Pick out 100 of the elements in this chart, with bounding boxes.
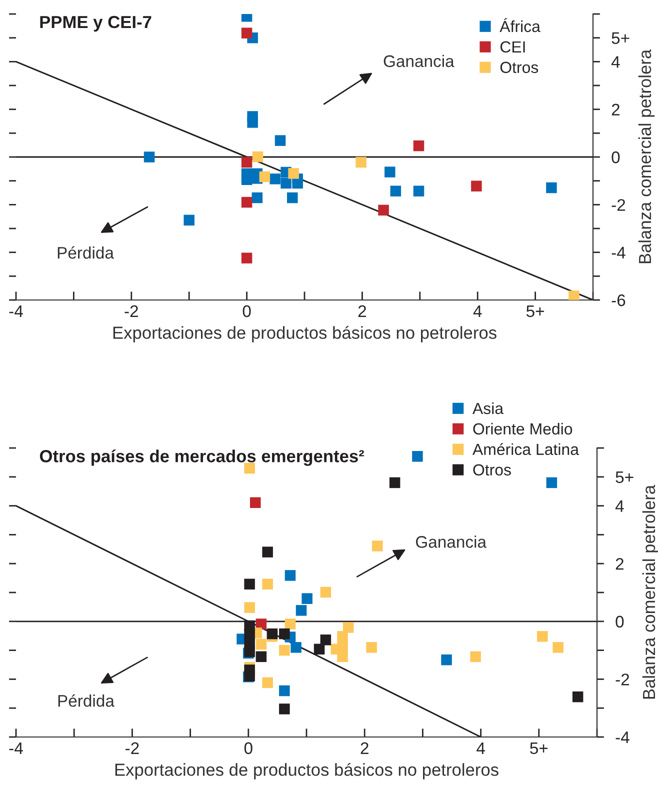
point bbox=[302, 593, 312, 604]
y-tick-label: 2 bbox=[612, 104, 620, 116]
y-tick-label: -2 bbox=[616, 674, 630, 686]
point bbox=[537, 631, 548, 642]
point bbox=[241, 252, 252, 264]
point bbox=[372, 540, 383, 552]
point bbox=[384, 166, 396, 178]
y-tick-label: 0 bbox=[616, 616, 624, 628]
point bbox=[279, 644, 290, 656]
x-tick-label: 4 bbox=[473, 305, 482, 317]
x-tick-label: 4 bbox=[476, 742, 485, 754]
point bbox=[244, 602, 255, 613]
point bbox=[256, 651, 267, 662]
y-tick-label: 5+ bbox=[616, 471, 634, 484]
point bbox=[356, 156, 366, 168]
legend-label: América Latina bbox=[472, 443, 579, 456]
point bbox=[366, 642, 377, 653]
point bbox=[252, 192, 263, 204]
point bbox=[413, 186, 424, 196]
point bbox=[241, 196, 252, 208]
point bbox=[390, 186, 402, 196]
point bbox=[247, 117, 258, 128]
x-tick-label: -4 bbox=[9, 305, 23, 317]
point bbox=[546, 477, 558, 488]
point bbox=[279, 628, 290, 640]
y-tick-label: 4 bbox=[615, 500, 624, 512]
point bbox=[441, 654, 452, 666]
y-tick-label: 4 bbox=[611, 56, 620, 68]
point bbox=[552, 642, 564, 653]
x-tick-label: 2 bbox=[360, 742, 368, 754]
legend-label: Asia bbox=[472, 402, 504, 414]
point bbox=[262, 546, 273, 558]
point bbox=[572, 691, 584, 702]
point bbox=[546, 182, 557, 194]
legend-label: Otros bbox=[500, 62, 538, 74]
x-tick-label: -2 bbox=[124, 305, 138, 317]
point bbox=[290, 642, 302, 653]
y-tick-label: -4 bbox=[616, 732, 630, 744]
point bbox=[470, 651, 481, 662]
y-tick-label: 2 bbox=[616, 558, 624, 570]
point bbox=[244, 578, 255, 590]
point bbox=[320, 586, 332, 598]
legend-label: CEI bbox=[500, 41, 525, 53]
point bbox=[284, 570, 296, 581]
x-tick-label: 0 bbox=[244, 742, 252, 754]
annotation: Ganancia bbox=[416, 536, 486, 548]
point bbox=[184, 214, 194, 226]
y-tick-label: -4 bbox=[612, 246, 626, 258]
x-axis-title: Exportaciones de productos básicos no petroleros bbox=[113, 326, 496, 342]
point bbox=[292, 178, 303, 189]
y-tick-label: -2 bbox=[612, 199, 626, 211]
chart-title: Otros países de mercados emergentes² bbox=[40, 449, 364, 466]
point bbox=[262, 677, 273, 688]
point bbox=[279, 704, 290, 714]
x-tick-label: 0 bbox=[242, 305, 251, 318]
point bbox=[296, 605, 307, 616]
x-tick-label: 5+ bbox=[530, 742, 548, 754]
point bbox=[244, 462, 255, 474]
point bbox=[259, 171, 270, 182]
point bbox=[262, 578, 273, 590]
point bbox=[314, 644, 325, 655]
y-tick-label: 5+ bbox=[612, 32, 630, 44]
point bbox=[287, 192, 298, 204]
point bbox=[274, 135, 286, 146]
point bbox=[288, 168, 299, 179]
point bbox=[412, 451, 423, 462]
point bbox=[342, 622, 354, 633]
annotation: Pérdida bbox=[58, 246, 114, 259]
y-tick-label: 0 bbox=[612, 151, 620, 164]
annotation: Ganancia bbox=[384, 54, 454, 68]
point bbox=[337, 651, 348, 662]
point bbox=[413, 140, 424, 152]
annotation: Pérdida bbox=[58, 694, 114, 707]
y-axis-title: Balanza comercial petrolera bbox=[638, 49, 655, 264]
point bbox=[266, 628, 278, 640]
point bbox=[320, 634, 332, 646]
point bbox=[389, 477, 400, 488]
x-tick-label: 5+ bbox=[526, 305, 544, 318]
legend-label: Otros bbox=[473, 464, 511, 476]
point bbox=[378, 204, 389, 216]
y-tick-label: -6 bbox=[612, 294, 626, 306]
point bbox=[241, 174, 252, 186]
x-tick-label: -4 bbox=[9, 742, 23, 754]
chart-title: PPME y CEI-7 bbox=[40, 16, 152, 32]
point bbox=[270, 174, 280, 184]
point bbox=[568, 290, 580, 300]
point bbox=[256, 638, 267, 650]
legend-label: África bbox=[500, 18, 540, 32]
point bbox=[280, 178, 292, 189]
x-tick-label: -2 bbox=[126, 742, 139, 754]
point bbox=[471, 180, 482, 192]
point bbox=[241, 28, 252, 38]
point bbox=[252, 151, 264, 162]
point bbox=[241, 156, 252, 168]
point bbox=[279, 685, 290, 696]
point bbox=[337, 631, 348, 642]
x-tick-label: 2 bbox=[358, 305, 366, 317]
legend-label: Oriente Medio bbox=[473, 422, 572, 435]
x-axis-title: Exportaciones de productos básicos no petroleros bbox=[115, 762, 498, 780]
point bbox=[144, 152, 155, 162]
